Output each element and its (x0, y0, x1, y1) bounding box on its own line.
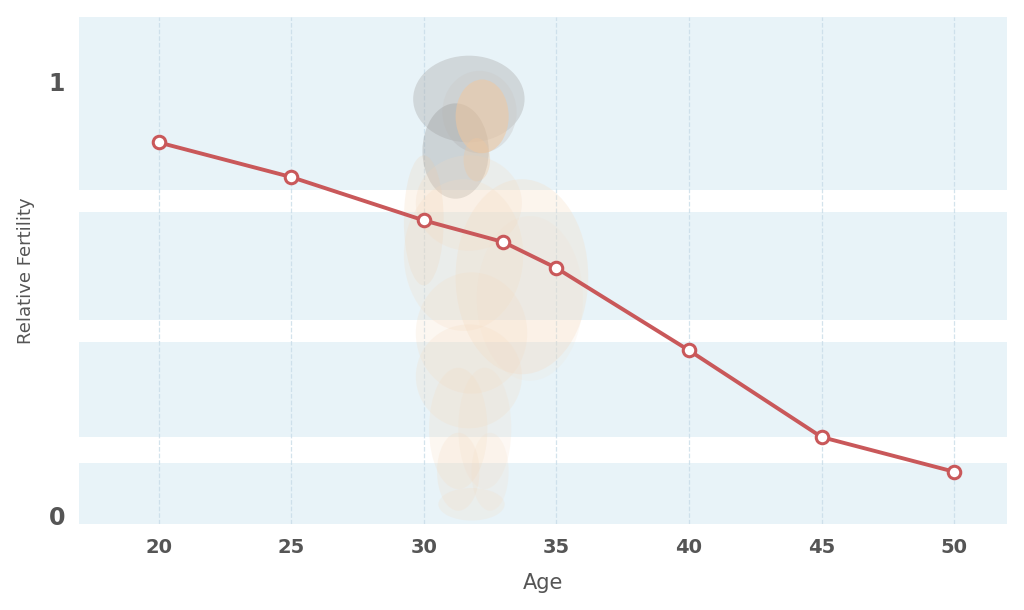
Ellipse shape (471, 432, 509, 511)
Ellipse shape (429, 368, 487, 489)
Ellipse shape (403, 156, 443, 285)
Ellipse shape (403, 179, 523, 331)
Y-axis label: Relative Fertility: Relative Fertility (16, 197, 35, 343)
Ellipse shape (456, 79, 509, 153)
Ellipse shape (423, 103, 488, 199)
Bar (79, 463, 1008, 524)
Ellipse shape (464, 138, 490, 181)
Ellipse shape (477, 216, 583, 381)
Ellipse shape (416, 325, 522, 428)
Ellipse shape (437, 432, 479, 511)
Ellipse shape (438, 488, 505, 520)
Ellipse shape (459, 368, 511, 489)
X-axis label: Age: Age (523, 573, 563, 594)
Ellipse shape (416, 273, 527, 393)
Ellipse shape (416, 156, 522, 251)
Bar (79, 16, 1008, 190)
Bar (79, 212, 1008, 320)
Ellipse shape (456, 179, 588, 375)
Ellipse shape (442, 71, 517, 153)
Ellipse shape (413, 56, 524, 142)
Bar (79, 342, 1008, 437)
